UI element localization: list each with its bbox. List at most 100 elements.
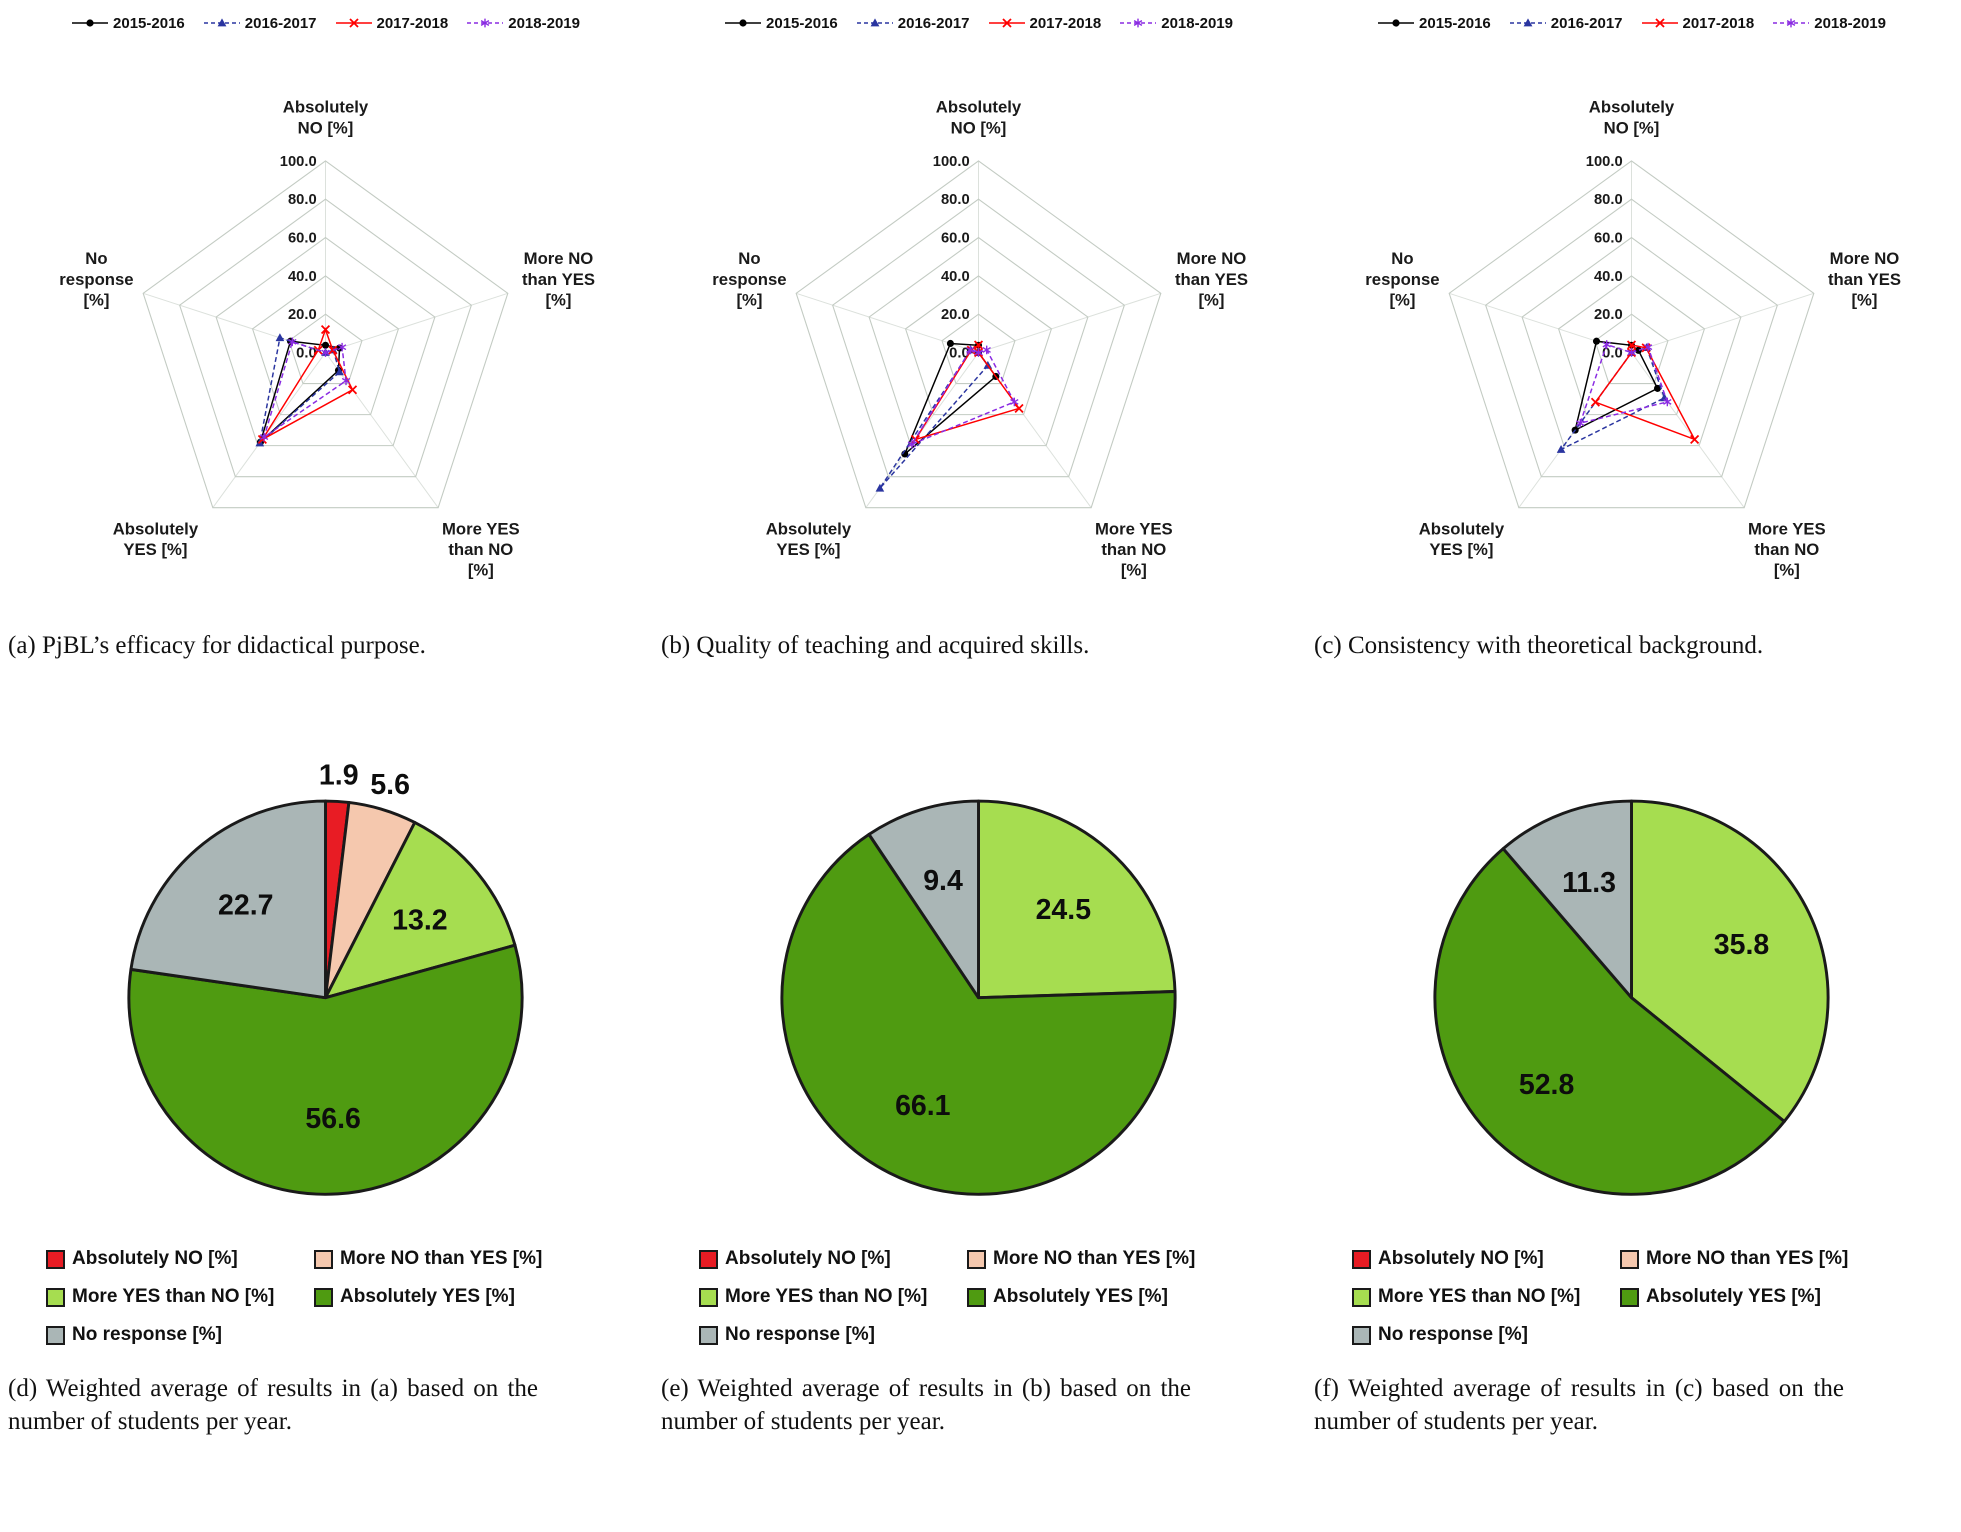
radar-axis-label: More NO: [1177, 249, 1247, 268]
pie-legend-item: More YES than NO [%]: [1352, 1286, 1614, 1308]
radar-panel-a: 2015-2016 2016-2017 2017-2018 2018-2019 0.0…: [6, 8, 645, 603]
legend-swatch-no-response: [46, 1325, 65, 1345]
pie-legend-label: No response [%]: [1378, 1324, 1528, 1346]
circle-marker-icon: [739, 19, 747, 27]
legend-line-sample: [1120, 18, 1157, 28]
pie-value-label: 11.3: [1562, 868, 1616, 900]
legend-swatch-absolutely-no: [46, 1249, 65, 1269]
pie-value-label: 13.2: [392, 905, 447, 937]
pie-legend-label: More NO than YES [%]: [340, 1248, 543, 1270]
legend-line-sample: [203, 18, 240, 27]
caption-d: (d) Weighted average of results in (a) b…: [8, 1375, 538, 1436]
radar-legend-item: 2016-2017: [856, 15, 970, 32]
star-marker-icon: [288, 337, 297, 347]
pie-chart-e: 24.5 66.1 9.4: [780, 799, 1177, 1197]
figure: 2015-2016 2016-2017 2017-2018 2018-2019 0.0…: [6, 8, 1951, 1436]
radar-axis-label: [%]: [1774, 561, 1800, 580]
radar-tick-label: 40.0: [288, 269, 317, 285]
radar-series-2018-2019: [1579, 343, 1669, 425]
radar-axis-label: YES [%]: [123, 540, 187, 559]
caption-f: (f) Weighted average of results in (c) b…: [1314, 1375, 1844, 1436]
radar-row: 2015-2016 2016-2017 2017-2018 2018-2019 0.0…: [6, 8, 1951, 603]
radar-axis-label: response: [59, 270, 133, 289]
pie-legend-label: Absolutely NO [%]: [72, 1248, 238, 1270]
pie-legend-label: Absolutely YES [%]: [340, 1286, 515, 1308]
radar-axis-label: Absolutely: [766, 519, 852, 538]
radar-axis-label: NO [%]: [951, 118, 1007, 137]
radar-legend-item: 2016-2017: [1509, 15, 1623, 32]
radar-gridline: [904, 275, 1053, 416]
x-marker-icon: [1014, 403, 1024, 413]
radar-legend-label: 2017-2018: [376, 14, 449, 32]
pie-legend-item: Absolutely NO [%]: [699, 1248, 961, 1270]
pie-value-label: 35.8: [1714, 929, 1769, 961]
caption-b: (b) Quality of teaching and acquired ski…: [661, 632, 1090, 660]
legend-line-sample: [725, 19, 762, 27]
x-marker-icon: [320, 325, 331, 335]
radar-legend-label: 2016-2017: [897, 14, 970, 32]
pie-legend-label: More YES than NO [%]: [72, 1286, 275, 1308]
pie-legend-label: More NO than YES [%]: [993, 1248, 1196, 1270]
pie-legend: Absolutely NO [%] More NO than YES [%] Mor…: [659, 1214, 1298, 1346]
star-marker-icon: [337, 342, 347, 352]
x-marker-icon: [1590, 397, 1601, 407]
pie-legend-item: Absolutely NO [%]: [46, 1248, 308, 1270]
circle-marker-icon: [946, 339, 954, 347]
radar-series-2016-2017: [1560, 346, 1666, 451]
radar-legend: 2015-2016 2016-2017 2017-2018 2018-2019: [6, 8, 645, 38]
radar-spoke: [865, 352, 979, 508]
radar-gridline: [1448, 160, 1815, 509]
pie-legend-label: More YES than NO [%]: [1378, 1286, 1581, 1308]
triangle-marker-icon: [335, 367, 344, 376]
pie-legend-item: More NO than YES [%]: [967, 1248, 1298, 1270]
pie-slice-more-yes-than-no: [977, 799, 1177, 1000]
radar-gridline: [832, 198, 1125, 478]
radar-gridline: [795, 160, 1162, 509]
radar-legend-item: 2018-2019: [1772, 15, 1886, 32]
pie-legend-label: Absolutely NO [%]: [725, 1248, 891, 1270]
pie-value-label: 52.8: [1519, 1069, 1574, 1101]
legend-swatch-no-response: [1352, 1325, 1371, 1345]
pie-slice-no-response: [129, 799, 327, 1000]
pie-legend: Absolutely NO [%] More NO than YES [%] Mor…: [1312, 1214, 1951, 1346]
pie-legend-label: More NO than YES [%]: [1646, 1248, 1849, 1270]
radar-gridline: [251, 275, 400, 416]
legend-line-sample: [72, 19, 109, 27]
legend-swatch-absolutely-no: [1352, 1249, 1371, 1269]
legend-swatch-more-no-than-yes: [967, 1249, 986, 1269]
x-marker-icon: [348, 18, 359, 28]
star-marker-icon: [341, 376, 351, 386]
radar-tick-label: 60.0: [1594, 230, 1623, 246]
legend-swatch-more-yes-than-no: [699, 1287, 718, 1307]
pie-value-label: 24.5: [1036, 894, 1092, 926]
star-marker-icon: [321, 348, 330, 357]
radar-legend-item: 2017-2018: [988, 15, 1101, 32]
pie-legend-item: No response [%]: [699, 1324, 961, 1346]
radar-axis-label: No: [1391, 249, 1413, 268]
radar-legend-label: 2018-2019: [508, 14, 580, 32]
pie-legend-item: Absolutely YES [%]: [1620, 1286, 1951, 1308]
radar-panel-b: 2015-2016 2016-2017 2017-2018 2018-2019 0.0…: [659, 8, 1298, 603]
pie-slice-more-yes-than-no: [1630, 799, 1830, 1124]
triangle-marker-icon: [1556, 444, 1566, 453]
x-marker-icon: [1690, 434, 1700, 444]
radar-gridline: [1521, 236, 1742, 447]
star-marker-icon: [1786, 18, 1796, 28]
radar-tick-label: 100.0: [933, 154, 970, 170]
radar-legend-item: 2017-2018: [1641, 15, 1754, 32]
radar-spoke: [325, 292, 508, 354]
circle-marker-icon: [321, 341, 330, 349]
radar-spoke: [212, 352, 326, 508]
legend-swatch-more-no-than-yes: [314, 1249, 333, 1269]
radar-axis-label: No: [85, 249, 107, 268]
caption-a: (a) PjBL’s efficacy for didactical purpo…: [8, 632, 426, 660]
pie-panel-e: 24.5 66.1 9.4 Absolutely NO [%] More NO tha…: [659, 747, 1298, 1346]
pie-legend-label: No response [%]: [72, 1324, 222, 1346]
radar-gridline: [1594, 313, 1669, 385]
radar-legend-item: 2018-2019: [466, 15, 580, 32]
radar-spoke: [1631, 352, 1745, 508]
legend-line-sample: [1641, 18, 1678, 28]
pie-value-label: 5.6: [370, 769, 410, 801]
radar-legend-label: 2018-2019: [1161, 14, 1233, 32]
circle-marker-icon: [86, 19, 94, 27]
